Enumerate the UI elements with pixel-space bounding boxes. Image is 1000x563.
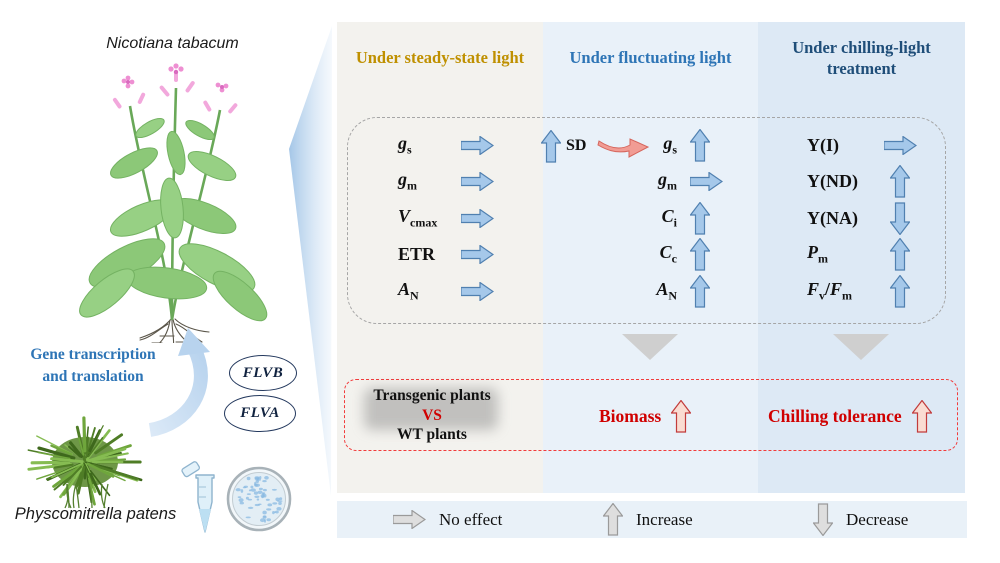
param-row: gm: [347, 164, 543, 201]
microtube-icon: [181, 461, 215, 533]
red-curved-arrow-icon: [597, 138, 650, 158]
right-arrow-icon: [460, 135, 494, 155]
summary-label: Chilling tolerance: [768, 405, 902, 426]
right-arrow-icon: [460, 281, 494, 301]
chilling-tolerance-summary: Chilling tolerance: [768, 399, 932, 433]
param-row: gs: [543, 127, 758, 164]
sd-cluster: SD: [541, 128, 586, 164]
param-label: Fv/Fm: [807, 278, 853, 303]
flva-gene-oval: FLVA: [224, 395, 296, 432]
up-arrow-icon: [890, 274, 910, 308]
up-arrow-icon: [890, 165, 910, 198]
param-label: AN: [656, 278, 677, 303]
right-arrow-icon: [460, 208, 494, 228]
right-arrow-icon: [460, 172, 494, 192]
param-label: Y(I): [807, 134, 839, 155]
up-arrow-icon: [690, 274, 710, 308]
tobacco-plant-illustration: [79, 63, 268, 343]
param-row: Y(NA): [758, 200, 965, 237]
compare-line: VS: [422, 406, 442, 424]
summary-dashed-box: [344, 379, 958, 451]
param-rows-chilling: Y(I) Y(ND) Y(NA) Pm Fv/Fm: [758, 127, 965, 310]
param-label: Y(NA): [807, 207, 858, 228]
down-arrow-icon: [890, 202, 910, 235]
up-arrow-icon: [690, 201, 710, 235]
sd-label: SD: [566, 137, 587, 154]
panel-steady-state-light: Under steady-state light: [337, 22, 543, 493]
param-row: Fv/Fm: [758, 273, 965, 310]
plant-flowers: [112, 63, 238, 114]
right-arrow-icon: [883, 135, 917, 155]
highlight-smudge: [364, 388, 498, 430]
right-arrow-icon: [393, 510, 426, 529]
down-triangle-icon: [622, 334, 678, 360]
param-label: gs: [663, 132, 677, 157]
legend-increase: Increase: [603, 501, 693, 538]
param-row: Cc: [543, 237, 758, 274]
flvb-gene-oval: FLVB: [229, 355, 297, 391]
param-rows-steady: gs gm Vcmax ETR AN: [347, 127, 543, 310]
param-label: gs: [398, 132, 412, 157]
param-row: AN: [543, 273, 758, 310]
comparison-stack: Transgenic plants VS WT plants: [352, 386, 512, 445]
param-row: Pm: [758, 237, 965, 274]
parameters-dashed-box: [347, 117, 946, 324]
nicotiana-label: Nicotiana tabacum: [106, 35, 239, 52]
legend-label: Decrease: [846, 509, 909, 529]
param-row: gm: [543, 164, 758, 201]
param-label: Ci: [661, 205, 677, 230]
moss-illustration: [27, 416, 143, 509]
panel-fluctuating-light: Under fluctuating light: [543, 22, 758, 493]
legend-label: No effect: [439, 509, 503, 529]
up-arrow-icon: [671, 399, 692, 433]
panel-title: Under fluctuating light: [569, 48, 732, 67]
param-label: Vcmax: [398, 205, 438, 230]
up-arrow-icon: [911, 399, 932, 433]
param-row: ETR: [347, 237, 543, 274]
up-arrow-icon: [890, 238, 910, 271]
param-row: AN: [347, 273, 543, 310]
panel-chilling-light: Under chilling-light treatment: [758, 22, 965, 493]
param-label: ETR: [398, 244, 436, 265]
petri-dish-icon: [226, 466, 292, 532]
down-triangle-icon: [833, 334, 889, 360]
up-arrow-icon: [690, 128, 710, 162]
param-row: Ci: [543, 200, 758, 237]
param-label: AN: [398, 278, 419, 303]
down-arrow-icon: [813, 503, 833, 536]
compare-line: Transgenic plants: [373, 387, 491, 404]
biomass-summary: Biomass: [599, 399, 692, 433]
panel-title: Under chilling-light treatment: [792, 38, 931, 78]
physcomitrella-label: Physcomitrella patens: [14, 505, 177, 523]
wedge-connector: [289, 26, 332, 496]
param-label: Cc: [659, 242, 677, 267]
param-label: gm: [398, 169, 417, 194]
param-row: Y(I): [758, 127, 965, 164]
up-arrow-icon: [541, 129, 561, 163]
param-row: gs: [347, 127, 543, 164]
summary-label: Biomass: [599, 405, 662, 426]
param-row: Vcmax: [347, 200, 543, 237]
param-label: gm: [658, 169, 677, 194]
param-label: Pm: [807, 242, 828, 267]
legend-label: Increase: [636, 509, 693, 529]
compare-line: WT plants: [397, 426, 467, 443]
legend-decrease: Decrease: [813, 501, 908, 538]
up-arrow-icon: [603, 503, 623, 536]
curved-up-arrow-icon: [148, 328, 210, 437]
param-label: Y(ND): [807, 171, 858, 192]
legend-no-effect: No effect: [393, 501, 502, 538]
up-arrow-icon: [690, 238, 710, 271]
right-arrow-icon: [690, 172, 723, 192]
param-rows-fluctuating: gs gm Ci Cc AN: [543, 127, 758, 310]
right-arrow-icon: [460, 245, 494, 265]
legend-strip: No effect Increase Decrease: [337, 501, 967, 538]
param-row: Y(ND): [758, 164, 965, 201]
panel-title: Under steady-state light: [355, 48, 525, 67]
gene-caption: Gene transcription and translation: [30, 346, 156, 385]
